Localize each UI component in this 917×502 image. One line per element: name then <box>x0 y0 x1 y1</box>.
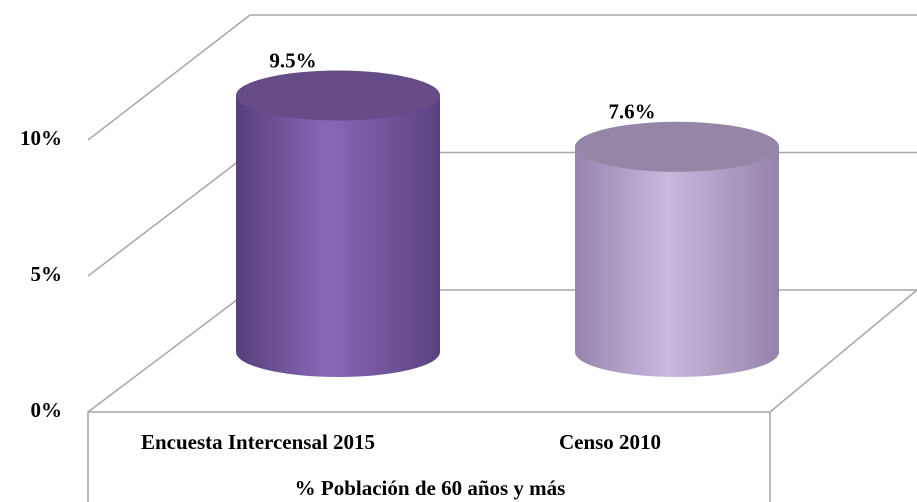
x-axis-title: % Población de 60 años y más <box>295 476 566 500</box>
grid-line <box>87 14 917 141</box>
y-tick-label: 10% <box>20 126 62 150</box>
y-tick-label: 5% <box>31 262 63 286</box>
floor-right <box>769 289 917 413</box>
value-label: 9.5% <box>269 48 316 72</box>
cylinder-body <box>575 146 779 377</box>
cylinder-top <box>575 121 779 172</box>
cylinder-top <box>236 70 440 121</box>
cylinder <box>236 70 440 377</box>
cylinder <box>575 121 779 377</box>
floor-front <box>87 411 771 502</box>
x-tick-label: Encuesta Intercensal 2015 <box>141 430 375 454</box>
y-tick-label: 0% <box>31 398 63 422</box>
grid-line <box>87 151 917 277</box>
cylinder-body <box>236 95 440 377</box>
value-label: 7.6% <box>608 100 655 124</box>
x-tick-label: Censo 2010 <box>559 430 661 454</box>
frame <box>87 289 917 502</box>
